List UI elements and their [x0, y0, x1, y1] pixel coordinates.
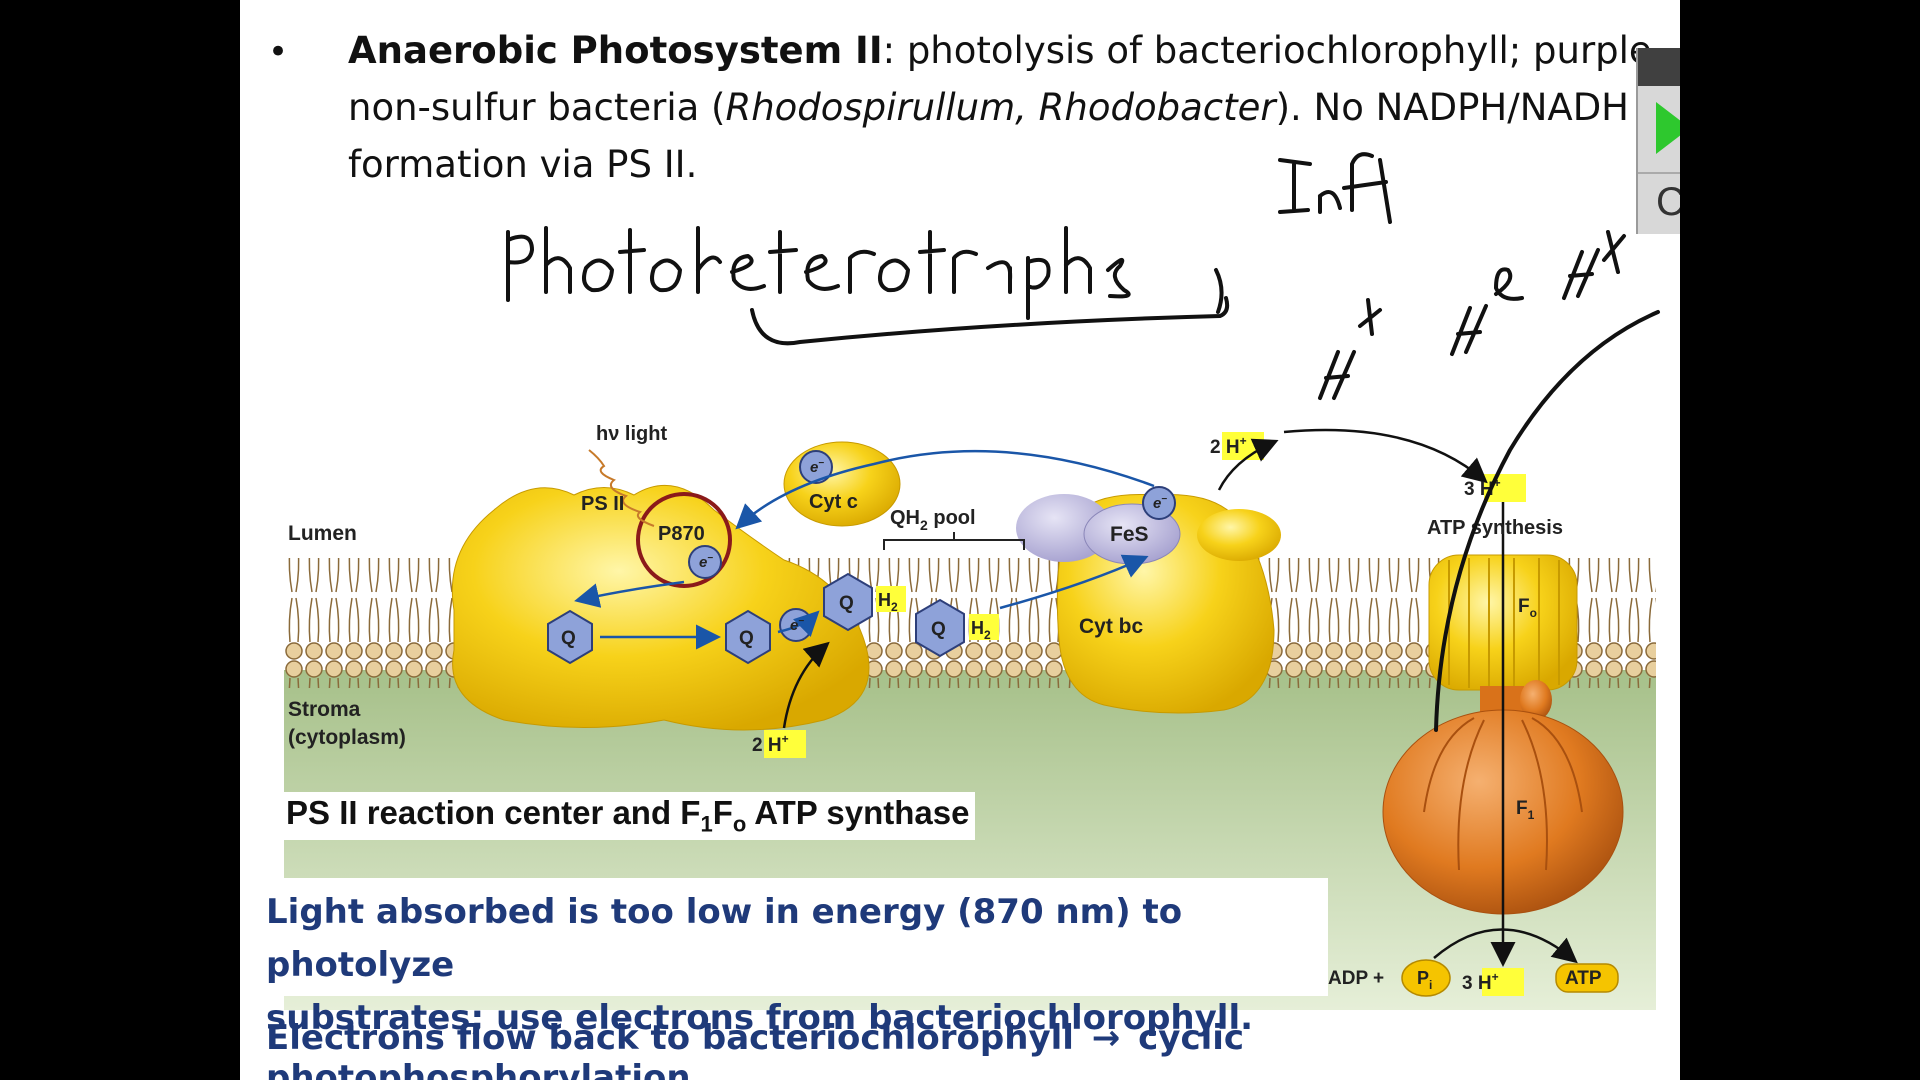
- pi-label: Pi: [1417, 968, 1432, 992]
- atp-badge: [1555, 963, 1619, 993]
- cytoplasm-label: (cytoplasm): [288, 726, 406, 749]
- three-h-bottom-label: 3 H+: [1462, 970, 1499, 994]
- h2-highlight-1: [876, 586, 906, 612]
- ps2-complex: [451, 484, 870, 731]
- bullet-title: Anaerobic Photosystem II: [348, 29, 883, 72]
- p870-ring: [636, 492, 732, 588]
- q-label-3: Q: [839, 593, 854, 614]
- bullet-text-part2: ). No NADPH/NADH formation via PS II.: [348, 86, 1630, 186]
- electron-circle-fes: [1142, 486, 1176, 520]
- right-arrow-icon: →: [1091, 1018, 1121, 1058]
- electron-label-cytc: e−: [810, 458, 824, 476]
- bullet-dot: •: [268, 32, 289, 72]
- ps2-label: PS II: [581, 493, 624, 515]
- bullet-colon: :: [882, 29, 896, 72]
- q-label-4: Q: [931, 619, 946, 640]
- electron-circle-p870: [688, 545, 722, 579]
- h2-highlight-2: [969, 614, 999, 640]
- arrow-adp-to-atp: [1433, 928, 1578, 964]
- toolbar-letter[interactable]: C: [1656, 180, 1680, 225]
- quinone-2: [725, 609, 771, 665]
- cytc-protein: [783, 441, 901, 527]
- bullet-text: Anaerobic Photosystem II: photolysis of …: [348, 22, 1680, 193]
- play-icon[interactable]: [1656, 102, 1680, 154]
- cytc-label: Cyt c: [809, 491, 858, 513]
- arrow-fes-to-cytc: [735, 449, 1155, 530]
- light-squiggle: [588, 449, 655, 527]
- two-h-lumen-label: 2 H+: [1210, 434, 1247, 458]
- qh2-pool-label: QH2 pool: [890, 507, 976, 533]
- diagram-caption: PS II reaction center and F1Fo ATP synth…: [280, 792, 976, 840]
- q-label-1: Q: [561, 628, 576, 649]
- note1-line1: Light absorbed is too low in energy (870…: [266, 892, 1183, 985]
- arrow-stroma-h-in: [782, 641, 830, 729]
- atp-synthesis-label: ATP synthesis: [1427, 517, 1563, 539]
- h2-label-2: H2: [971, 618, 991, 642]
- pi-badge: [1401, 959, 1451, 997]
- note-cyclic: Electrons flow back to bacteriochlorophy…: [266, 1018, 1245, 1080]
- toolbar-header: [1638, 48, 1680, 86]
- atp-label: ATP: [1565, 968, 1602, 989]
- f1-label: F1: [1516, 798, 1535, 822]
- slide: • Anaerobic Photosystem II: photolysis o…: [240, 0, 1680, 1080]
- hv-light-label: hν light: [596, 423, 667, 445]
- adp-label: ADP +: [1328, 968, 1384, 989]
- arrow-h-to-atp: [1283, 428, 1488, 484]
- arrow-cytbc-h-out: [1217, 438, 1279, 491]
- bullet-genus: Rhodospirullum, Rhodobacter: [725, 86, 1276, 129]
- two-h-stroma-label: 2 H+: [752, 732, 789, 756]
- electron-circle-cytc: [799, 450, 833, 484]
- q-label-2: Q: [739, 628, 754, 649]
- hand-h-plus-1: [1318, 298, 1382, 400]
- bullet-text-part1: photolysis of bacteriochlorophyll; purpl…: [348, 29, 1652, 129]
- qh2-pool-bracket: [883, 532, 1025, 550]
- quinone-3: [823, 572, 873, 632]
- electron-label-p870: e−: [699, 553, 713, 571]
- cytbc-label: Cyt bc: [1079, 615, 1144, 638]
- h2-label-1: H2: [878, 590, 898, 614]
- h-highlight-4: [1482, 968, 1524, 996]
- stroma-label: Stroma: [288, 698, 361, 721]
- arrow-pool-to-cytbc: [999, 554, 1149, 610]
- arrow-q-to-pool: [777, 610, 820, 637]
- hand-h-plus-2: [1450, 267, 1524, 356]
- arrow-p870-to-q: [574, 580, 685, 608]
- quinone-1: [547, 609, 593, 665]
- toolbar-divider: [1638, 172, 1680, 174]
- quinone-4: [915, 598, 965, 658]
- hand-underline: [750, 296, 1230, 346]
- h-highlight-1: [764, 730, 806, 758]
- electron-label-q: e−: [790, 616, 804, 634]
- overlay-toolbar[interactable]: C: [1636, 48, 1680, 234]
- p870-label: P870: [658, 523, 705, 545]
- hand-h-plus-3: [1562, 230, 1626, 300]
- fes-label: FeS: [1110, 523, 1149, 546]
- hand-word-photoheterotrophs: [506, 226, 1224, 320]
- electron-label-fes: e−: [1153, 494, 1167, 512]
- note1-line2: substrates; use electrons from bacterioc…: [266, 998, 1254, 1038]
- lumen-label: Lumen: [288, 522, 357, 545]
- note-light-energy: Light absorbed is too low in energy (870…: [248, 878, 1328, 1038]
